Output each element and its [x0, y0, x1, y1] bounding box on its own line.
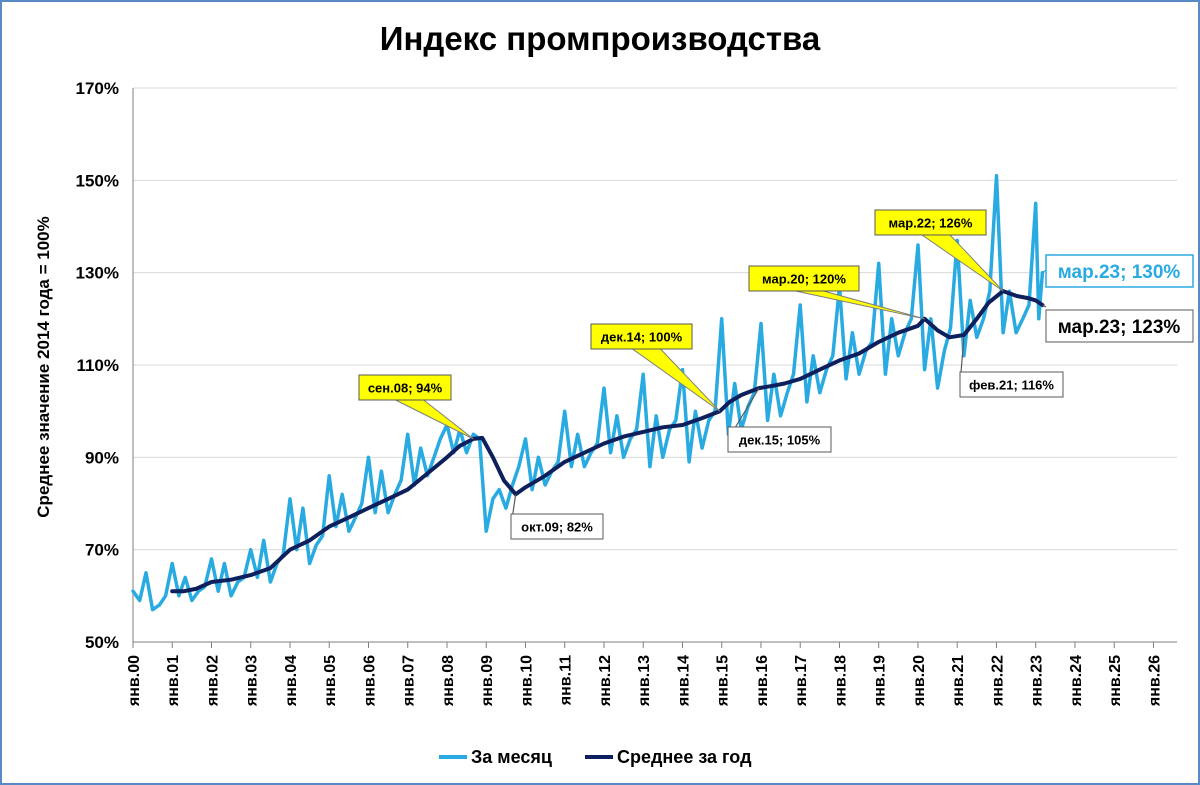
x-tick-label: янв.17 — [793, 655, 810, 707]
legend: За месяц Среднее за год — [439, 747, 752, 767]
y-axis-label: Среднее значение 2014 года = 100% — [34, 216, 53, 517]
series-line-monthly — [131, 173, 1045, 612]
x-tick-label: янв.16 — [754, 655, 771, 707]
annotation-label: сен.08; 94% — [368, 381, 443, 396]
annotation-box — [959, 371, 1064, 398]
x-tick-label: янв.19 — [872, 655, 889, 707]
x-tick-label: янв.05 — [322, 655, 339, 707]
x-tick-label: янв.23 — [1029, 655, 1046, 707]
x-tick-label: янв.09 — [479, 655, 496, 707]
x-tick-label: янв.02 — [204, 655, 221, 707]
annotation-label: дек.15; 105% — [739, 433, 821, 448]
x-tick-label: янв.06 — [361, 655, 378, 707]
annotations: сен.08; 94% окт.09; 82% дек.14; 100% дек.15… — [358, 209, 1194, 540]
chart-title: Индекс промпроизводства — [379, 20, 821, 57]
annotation-box — [590, 323, 693, 350]
annotation-label: окт.09; 82% — [521, 520, 593, 535]
x-tick-label: янв.08 — [440, 655, 457, 707]
y-tick-label: 90% — [85, 448, 119, 467]
highlight-label-average: мар.23; 123% — [1058, 317, 1181, 338]
annotation-box — [358, 374, 452, 401]
y-tick-label: 130% — [76, 264, 119, 283]
annotation-box — [727, 426, 832, 453]
x-tick-label: янв.25 — [1107, 655, 1124, 707]
x-tick-label: янв.26 — [1146, 655, 1163, 707]
x-tick-label: янв.04 — [283, 655, 300, 707]
annotation-pointer — [795, 290, 925, 320]
x-tick-label: янв.14 — [675, 655, 692, 707]
x-tick-label: янв.12 — [597, 655, 614, 707]
highlight-box-average — [1045, 309, 1194, 343]
x-tick-label: янв.01 — [165, 655, 182, 707]
x-tick-label: янв.20 — [911, 655, 928, 707]
annotation-label: мар.22; 126% — [889, 216, 973, 231]
axes: 50% 70% 90% 110% 130% 150% 170% янв.00 янв.01 янв… — [76, 79, 1177, 707]
highlight-box-monthly — [1045, 254, 1194, 288]
x-tick-label: янв.13 — [636, 655, 653, 707]
y-tick-label: 170% — [76, 79, 119, 98]
x-tick-label: янв.22 — [989, 655, 1006, 707]
x-tick-label: янв.10 — [518, 655, 535, 707]
x-tick-label: янв.21 — [950, 655, 967, 707]
series — [131, 173, 1045, 612]
annotation-label: мар.20; 120% — [762, 272, 846, 287]
y-tick-label: 50% — [85, 633, 119, 652]
x-tick-label: янв.07 — [401, 655, 418, 707]
x-tick-label: янв.18 — [832, 655, 849, 707]
x-tick-label: янв.24 — [1068, 655, 1085, 707]
legend-entry: За месяц — [471, 747, 552, 767]
x-tick-label: янв.00 — [126, 655, 143, 707]
legend-entry: Среднее за год — [617, 747, 752, 767]
annotation-label: дек.14; 100% — [601, 330, 683, 345]
highlight-label-monthly: мар.23; 130% — [1058, 262, 1181, 283]
annotation-box — [510, 513, 604, 540]
x-tick-label: янв.03 — [244, 655, 261, 707]
y-tick-label: 150% — [76, 171, 119, 190]
annotation-box — [874, 209, 987, 236]
annotation-box — [748, 265, 860, 292]
x-tick-label: янв.15 — [715, 655, 732, 707]
x-tick-label: янв.11 — [558, 655, 575, 706]
y-tick-label: 110% — [76, 356, 119, 375]
annotation-label: фев.21; 116% — [969, 378, 1054, 393]
y-tick-label: 70% — [85, 541, 119, 560]
highlight-leader — [1042, 304, 1047, 308]
series-line-annual-average — [170, 289, 1045, 594]
